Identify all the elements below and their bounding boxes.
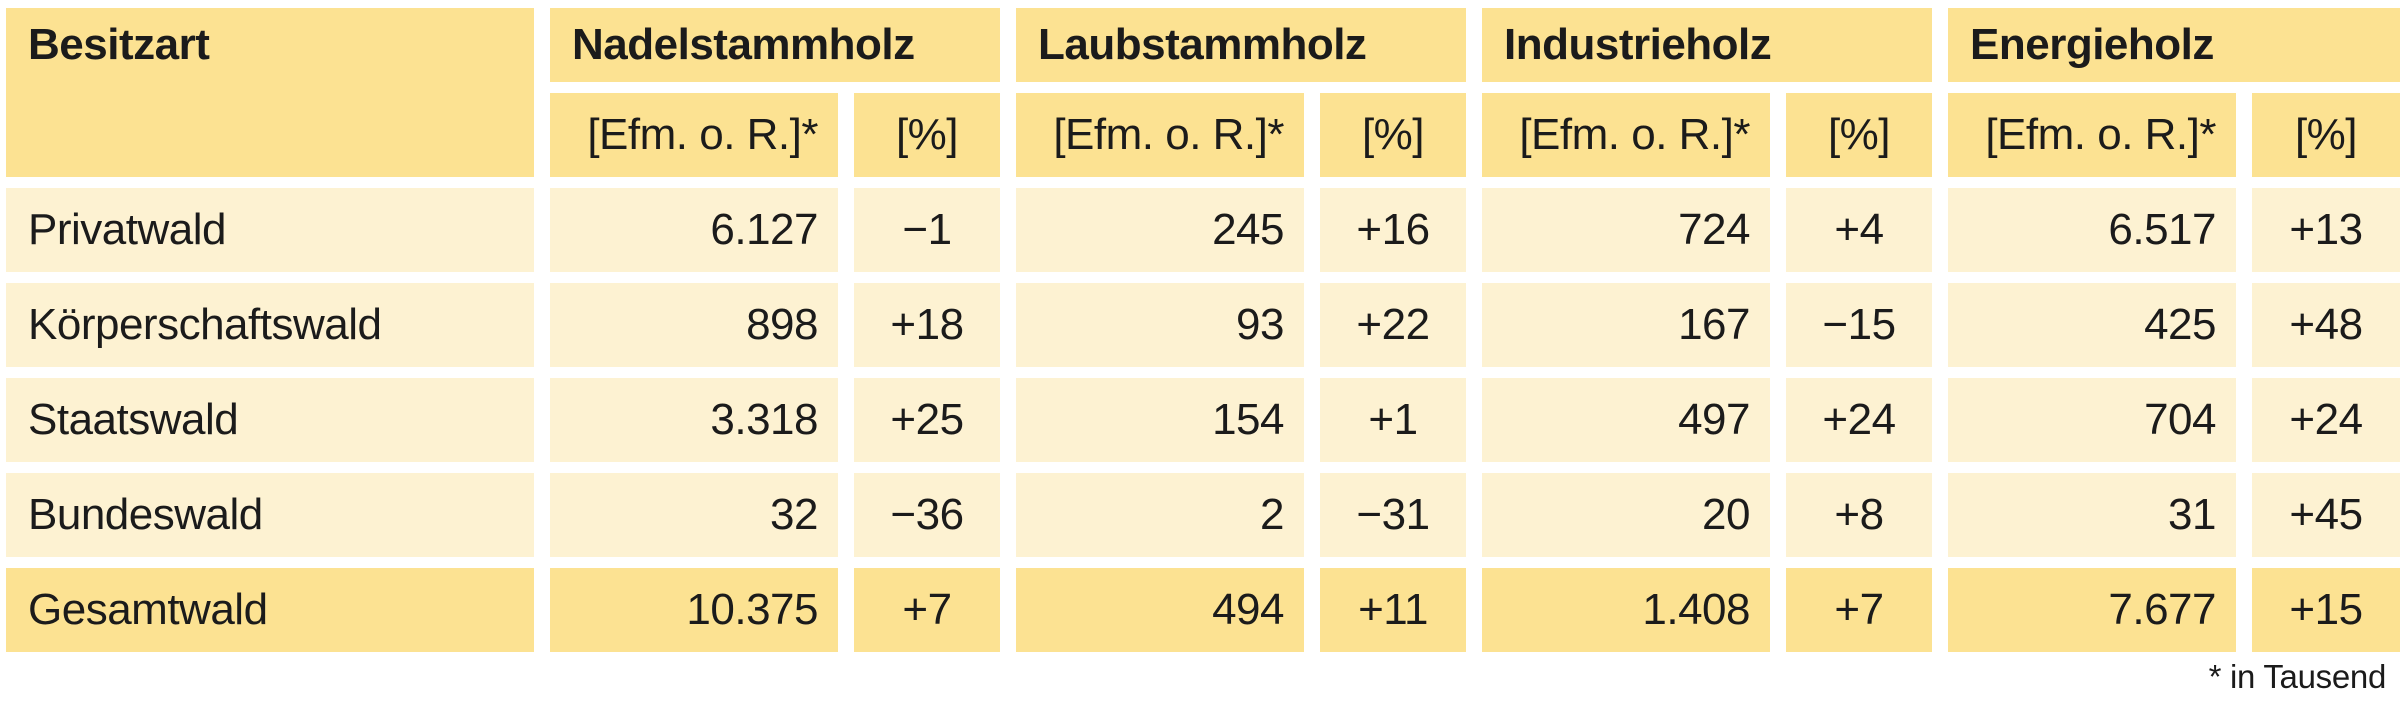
row-label-staatswald: Staatswald: [6, 378, 534, 462]
table-cell: +45: [2252, 473, 2400, 557]
table-cell: +13: [2252, 188, 2400, 272]
table-cell: 425: [1948, 283, 2236, 367]
subheader-pct-laubstammholz: [%]: [1320, 93, 1466, 177]
table-cell: 245: [1016, 188, 1304, 272]
row-label-koerperschaftswald: Körperschaftswald: [6, 283, 534, 367]
table-cell: 6.127: [550, 188, 838, 272]
table-cell-total: 7.677: [1948, 568, 2236, 652]
table-cell: 3.318: [550, 378, 838, 462]
table-cell: 704: [1948, 378, 2236, 462]
table-cell: −36: [854, 473, 1000, 557]
wood-harvest-by-ownership-table: Besitzart Nadelstammholz Laubstammholz I…: [6, 8, 2400, 652]
table-cell: −1: [854, 188, 1000, 272]
table-cell: 167: [1482, 283, 1770, 367]
table-cell: 31: [1948, 473, 2236, 557]
table-cell: +8: [1786, 473, 1932, 557]
footnote-in-tausend: * in Tausend: [2208, 658, 2387, 695]
table-cell-total: 1.408: [1482, 568, 1770, 652]
subheader-efm-industrieholz: [Efm. o. R.]*: [1482, 93, 1770, 177]
table-cell: +18: [854, 283, 1000, 367]
table-cell: +24: [2252, 378, 2400, 462]
subheader-efm-nadelstammholz: [Efm. o. R.]*: [550, 93, 838, 177]
table-cell: +24: [1786, 378, 1932, 462]
table-cell: +48: [2252, 283, 2400, 367]
table-cell-total: +7: [1786, 568, 1932, 652]
table-cell: 6.517: [1948, 188, 2236, 272]
table-cell: 32: [550, 473, 838, 557]
table-cell: 497: [1482, 378, 1770, 462]
table-cell: 2: [1016, 473, 1304, 557]
table-cell-total: +15: [2252, 568, 2400, 652]
subheader-pct-industrieholz: [%]: [1786, 93, 1932, 177]
table-cell-total: 494: [1016, 568, 1304, 652]
table-cell-total: +11: [1320, 568, 1466, 652]
table-cell: +1: [1320, 378, 1466, 462]
table-cell: −31: [1320, 473, 1466, 557]
table-cell: 154: [1016, 378, 1304, 462]
table-cell-total: 10.375: [550, 568, 838, 652]
row-label-privatwald: Privatwald: [6, 188, 534, 272]
table-cell: +25: [854, 378, 1000, 462]
subheader-efm-energieholz: [Efm. o. R.]*: [1948, 93, 2236, 177]
row-label-gesamtwald: Gesamtwald: [6, 568, 534, 652]
table-cell: 20: [1482, 473, 1770, 557]
group-header-nadelstammholz: Nadelstammholz: [550, 8, 1000, 82]
row-label-bundeswald: Bundeswald: [6, 473, 534, 557]
group-header-laubstammholz: Laubstammholz: [1016, 8, 1466, 82]
subheader-efm-laubstammholz: [Efm. o. R.]*: [1016, 93, 1304, 177]
table-cell: +16: [1320, 188, 1466, 272]
table-cell: 898: [550, 283, 838, 367]
table-cell-total: +7: [854, 568, 1000, 652]
corner-header-besitzart: Besitzart: [6, 8, 534, 177]
group-header-industrieholz: Industrieholz: [1482, 8, 1932, 82]
table-cell: 724: [1482, 188, 1770, 272]
subheader-pct-nadelstammholz: [%]: [854, 93, 1000, 177]
subheader-pct-energieholz: [%]: [2252, 93, 2400, 177]
table-cell: 93: [1016, 283, 1304, 367]
group-header-energieholz: Energieholz: [1948, 8, 2400, 82]
table-cell: +22: [1320, 283, 1466, 367]
table-cell: −15: [1786, 283, 1932, 367]
table-cell: +4: [1786, 188, 1932, 272]
